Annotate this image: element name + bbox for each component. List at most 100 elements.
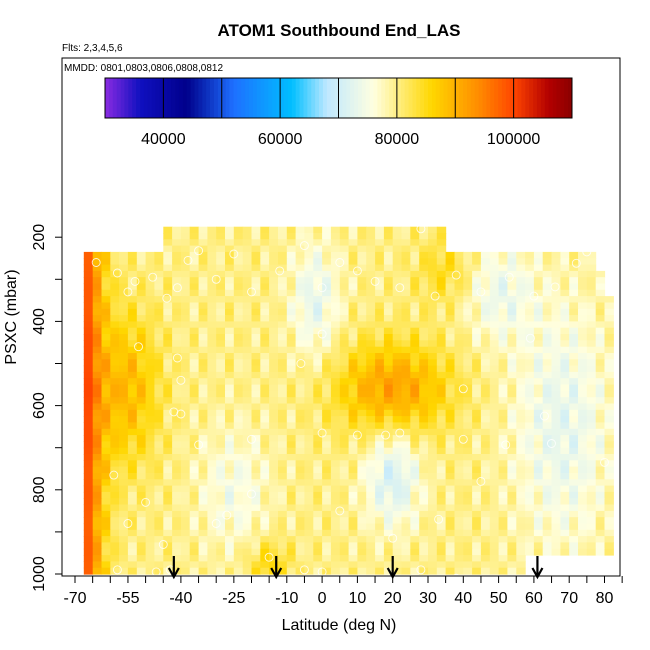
sample-point — [194, 246, 204, 256]
sample-point — [504, 272, 514, 282]
colorbar-cell — [400, 78, 406, 118]
colorbar-cell — [517, 78, 522, 118]
colorbar-cell — [182, 78, 188, 118]
colorbar-cell — [330, 78, 336, 118]
colorbar-cell — [501, 78, 507, 118]
sample-point — [395, 283, 405, 293]
colorbar-cell — [509, 78, 515, 118]
colorbar-tick-label: 100000 — [487, 131, 540, 148]
sample-point — [162, 293, 172, 303]
y-axis-label: PSXC (mbar) — [3, 269, 20, 364]
colorbar-cell — [307, 78, 312, 118]
heatmap-layer — [83, 226, 614, 575]
x-axis: -70 -55 -40 -25 -10 0 10 20 30 40 50 60 70 80 — [63, 576, 623, 607]
sample-point — [169, 407, 179, 417]
colorbar-cell — [490, 78, 495, 118]
colorbar-cell — [478, 78, 483, 118]
colorbar-cell — [470, 78, 476, 118]
colorbar-cell — [369, 78, 374, 118]
colorbar-cell — [225, 78, 230, 118]
x-tick-label: 80 — [596, 590, 614, 607]
colorbar-cell — [536, 78, 542, 118]
colorbar-cell — [443, 78, 448, 118]
sample-point — [370, 276, 380, 286]
colorbar-cell — [346, 78, 351, 118]
colorbar-cell — [159, 78, 164, 118]
colorbar-cell — [175, 78, 180, 118]
colorbar-cell — [260, 78, 265, 118]
sample-point — [451, 270, 461, 280]
sample-point — [247, 287, 256, 297]
sample-point — [335, 258, 345, 267]
sample-point — [229, 249, 239, 259]
colorbar-cell — [252, 78, 258, 118]
sample-point — [434, 514, 444, 524]
sample-point — [317, 283, 327, 293]
colorbar-cell — [424, 78, 429, 118]
colorbar-cell — [163, 78, 168, 118]
colorbar-cell — [105, 78, 110, 118]
sample-point — [299, 241, 309, 251]
x-tick-label: 30 — [419, 590, 437, 607]
colorbar-cell — [319, 78, 324, 118]
colorbar-cell — [147, 78, 153, 118]
sample-point — [183, 255, 193, 265]
colorbar-cell — [447, 78, 452, 118]
colorbar-cell — [350, 78, 355, 118]
colorbar-cell — [416, 78, 421, 118]
colorbar-cell — [494, 78, 499, 118]
x-tick-label: 70 — [560, 590, 578, 607]
sample-point — [458, 434, 468, 444]
sample-point — [476, 287, 486, 297]
sample-point — [74, 244, 83, 254]
colorbar-cell — [210, 78, 215, 118]
sample-point — [430, 291, 440, 301]
colorbar-cell — [389, 78, 394, 118]
x-tick-label: -55 — [116, 590, 139, 607]
colorbar-cell — [552, 78, 557, 118]
colorbar-cell — [544, 78, 550, 118]
y-tick-label: 400 — [31, 308, 48, 335]
colorbar-cell — [128, 78, 133, 118]
sample-point — [381, 430, 391, 440]
colorbar-cell — [439, 78, 444, 118]
sample-point — [222, 510, 232, 520]
colorbar-cell — [120, 78, 125, 118]
colorbar-cell — [556, 78, 561, 118]
colorbar-cell — [420, 78, 425, 118]
colorbar-cell — [190, 78, 195, 118]
sample-point — [130, 276, 140, 286]
sample-point — [299, 565, 309, 575]
colorbar-cell — [151, 78, 156, 118]
colorbar-cell — [276, 78, 281, 118]
sample-point — [525, 333, 535, 343]
colorbar-tick-label: 40000 — [141, 131, 186, 148]
sample-point — [317, 329, 327, 339]
colorbar-cell — [533, 78, 538, 118]
colorbar-cell — [322, 78, 328, 118]
sample-point — [416, 565, 426, 575]
colorbar-cell — [248, 78, 254, 118]
x-tick-label: 0 — [318, 590, 327, 607]
colorbar-cell — [564, 78, 569, 118]
colorbar-cell — [241, 78, 246, 118]
sample-point — [134, 342, 143, 352]
x-tick-label: -40 — [169, 590, 192, 607]
y-tick-label: 800 — [31, 476, 48, 503]
arrow-marker — [386, 556, 399, 580]
colorbar-cell — [540, 78, 546, 118]
colorbar-cell — [459, 78, 464, 118]
colorbar-cell — [233, 78, 238, 118]
sample-point — [158, 540, 168, 549]
colorbar-cell — [513, 78, 518, 118]
colorbar-cell — [303, 78, 308, 118]
colorbar-cell — [280, 78, 285, 118]
x-tick-label: 60 — [525, 590, 543, 607]
colorbar-cell — [451, 78, 456, 118]
colorbar-cell — [435, 78, 441, 118]
sample-point — [600, 457, 609, 467]
colorbar-cell — [474, 78, 479, 118]
colorbar-cell — [136, 78, 141, 118]
colorbar-cell — [377, 78, 382, 118]
sample-point — [148, 272, 158, 282]
